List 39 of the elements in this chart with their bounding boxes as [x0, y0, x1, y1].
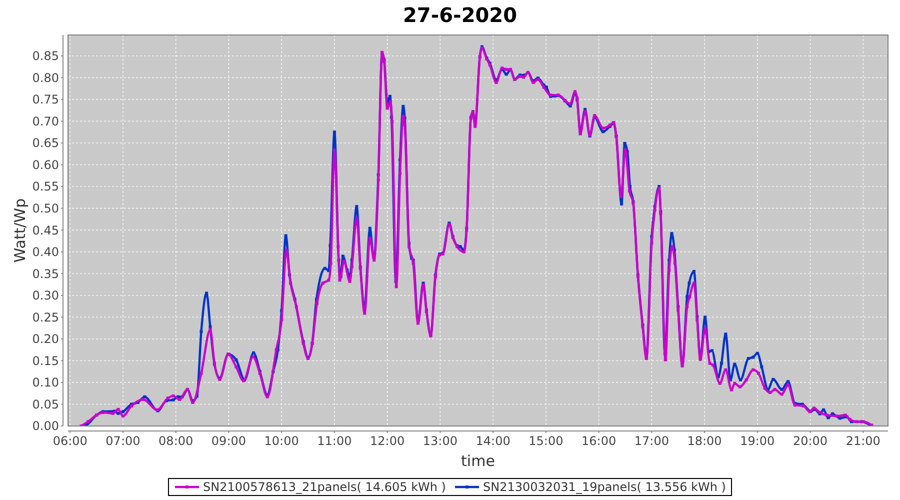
y-tick-label: 0.25	[32, 310, 59, 324]
x-tick-label: 16:00	[582, 434, 616, 448]
y-tick-label: 0.85	[32, 49, 59, 64]
x-tick-label: 14:00	[476, 434, 510, 448]
y-tick-label: 0.45	[32, 223, 59, 238]
y-tick-label: 0.70	[32, 114, 59, 128]
y-tick-label: 0.10	[32, 376, 59, 390]
x-tick-label: 20:00	[792, 434, 828, 448]
y-tick-label: 0.60	[32, 158, 59, 172]
x-tick-label: 11:00	[317, 434, 352, 448]
x-axis-title: time	[461, 452, 495, 470]
x-tick-label: 15:00	[528, 434, 564, 448]
x-tick-label: 21:00	[846, 434, 880, 448]
y-tick-label: 0.30	[32, 288, 59, 303]
x-tick-label: 10:00	[264, 434, 299, 448]
y-axis-title: Watt/Wp	[11, 198, 29, 263]
y-tick-label: 0.40	[32, 245, 59, 260]
y-tick-label: 0.35	[32, 266, 59, 281]
y-tick-label: 0.20	[32, 332, 59, 346]
y-tick-label: 0.50	[32, 201, 59, 216]
legend-label: SN2100578613_21panels( 14.605 kWh )	[203, 480, 446, 494]
y-tick-label: 0.00	[32, 419, 59, 434]
x-tick-label: 17:00	[634, 434, 669, 448]
x-tick-label: 13:00	[422, 434, 458, 448]
y-tick-label: 0.65	[32, 136, 59, 150]
x-tick-label: 18:00	[687, 434, 722, 448]
y-tick-label: 0.80	[32, 70, 59, 85]
y-tick-label: 0.75	[32, 92, 59, 107]
x-tick-label: 12:00	[370, 434, 405, 448]
x-tick-label: 08:00	[158, 434, 194, 448]
chart-title: 27-6-2020	[402, 3, 518, 27]
x-tick-label: 07:00	[106, 434, 140, 448]
x-tick-label: 19:00	[740, 434, 775, 448]
x-tick-label: 09:00	[211, 434, 246, 448]
y-tick-label: 0.05	[32, 397, 59, 412]
y-tick-label: 0.55	[32, 180, 59, 194]
legend-label: SN2130032031_19panels( 13.556 kWh )	[483, 480, 726, 494]
y-tick-label: 0.15	[32, 354, 59, 368]
x-tick-label: 06:00	[52, 434, 88, 448]
